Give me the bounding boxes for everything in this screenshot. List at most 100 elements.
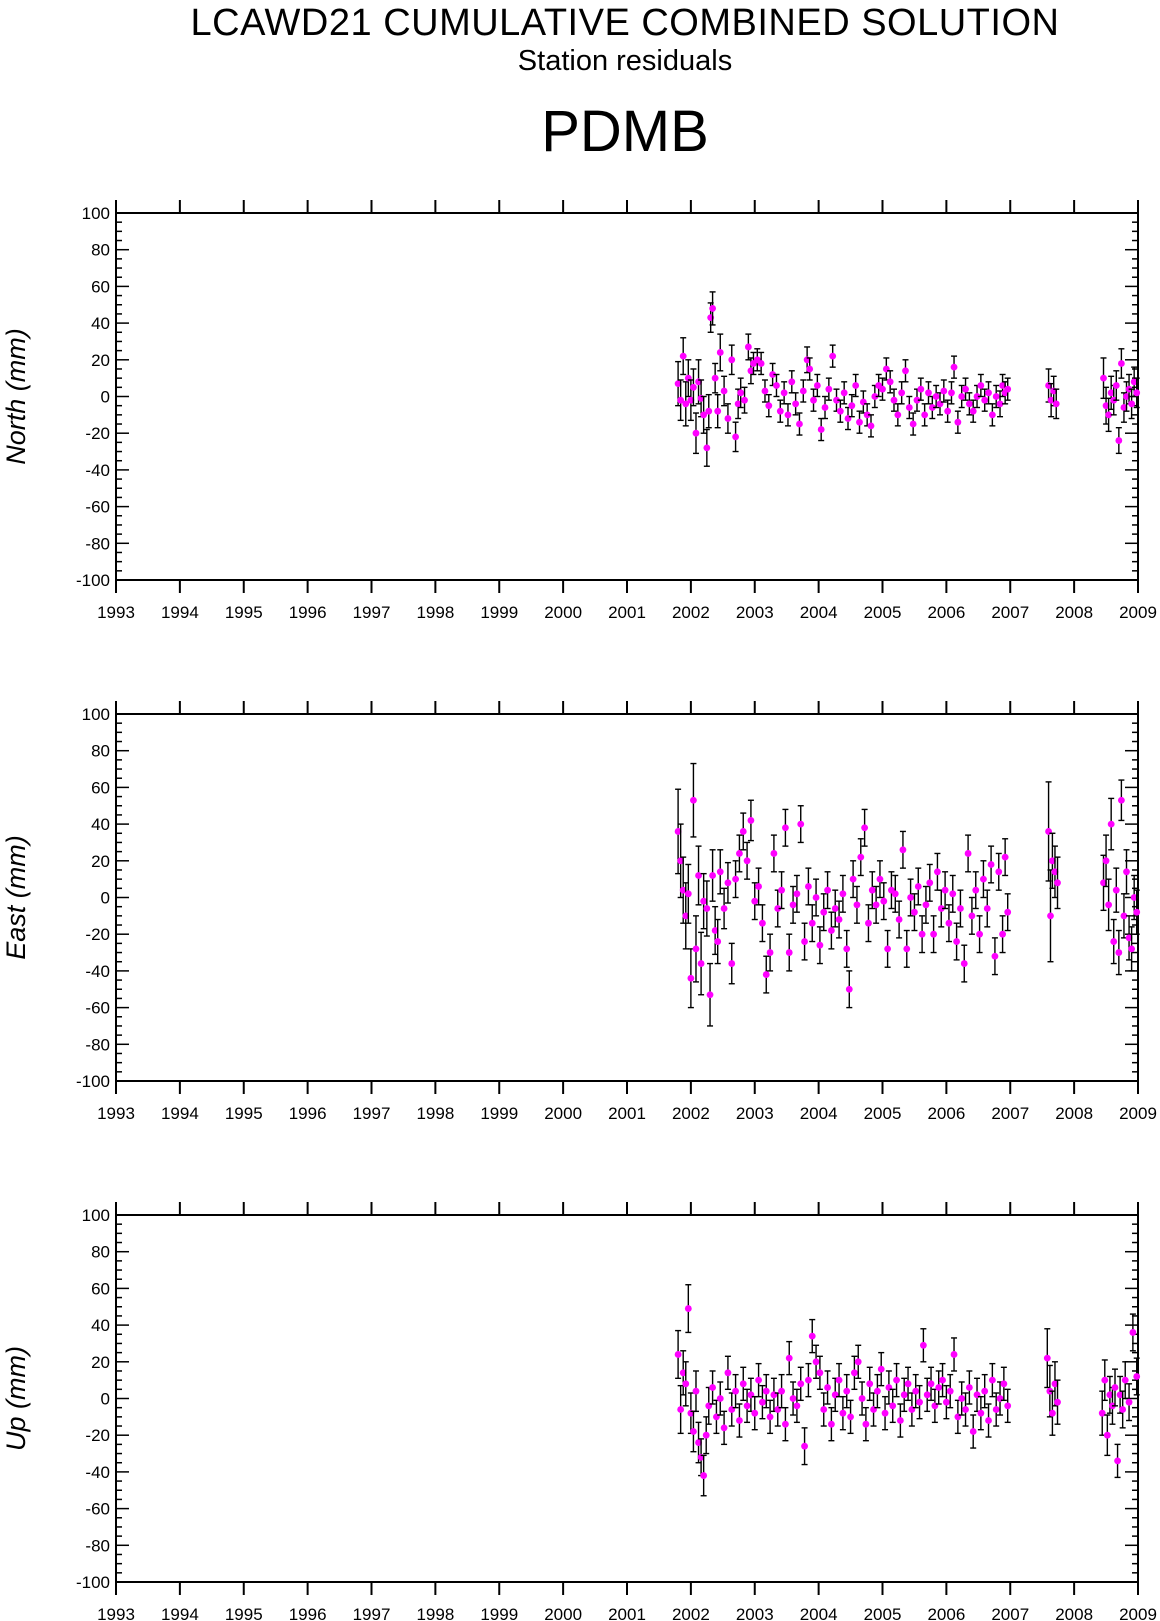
east-marker [1001, 853, 1009, 861]
up-xtick-label: 2001 [608, 1605, 646, 1621]
east-marker [684, 890, 692, 898]
north-marker [825, 385, 833, 393]
east-marker [857, 853, 865, 861]
up-xtick-label: 2005 [864, 1605, 902, 1621]
up-data-point [939, 1362, 946, 1398]
east-marker [709, 872, 716, 879]
east-ytick-label: 60 [91, 778, 110, 797]
north-data-point [996, 390, 1004, 418]
east-data-point [1128, 926, 1136, 972]
up-xtick-label: 2000 [544, 1605, 582, 1621]
east-marker [953, 938, 960, 945]
up-data-point [785, 1340, 793, 1376]
east-marker [759, 919, 766, 927]
east-marker [739, 828, 747, 835]
up-data-point [732, 1373, 739, 1409]
up-data-point [996, 1381, 1004, 1416]
north-data-point [705, 393, 713, 429]
up-data-point [973, 1377, 981, 1413]
up-marker [881, 1409, 889, 1417]
up-marker [839, 1409, 847, 1417]
north-data-point [700, 395, 708, 434]
east-data-point [703, 880, 711, 937]
up-ytick-label: 80 [91, 1243, 110, 1262]
north-marker [776, 407, 784, 415]
east-xtick-label: 1999 [480, 1104, 518, 1123]
east-marker [1112, 886, 1120, 894]
up-data-point [1133, 1357, 1141, 1396]
north-marker [836, 407, 844, 415]
up-marker [724, 1369, 732, 1377]
east-data-point [872, 885, 880, 924]
up-data-point [962, 1392, 969, 1427]
north-data-point [776, 399, 784, 423]
up-marker [962, 1406, 969, 1413]
up-data-point [985, 1403, 992, 1438]
up-data-point [954, 1399, 962, 1435]
north-marker [714, 407, 722, 415]
north-marker [833, 396, 840, 404]
up-marker [862, 1420, 870, 1428]
east-xtick-label: 1993 [97, 1104, 135, 1123]
north-marker [734, 400, 742, 408]
up-data-point [923, 1377, 931, 1413]
up-marker [969, 1428, 977, 1435]
up-ytick-label: 100 [82, 1206, 110, 1225]
north-xtick-label: 1997 [353, 603, 391, 622]
east-marker [824, 886, 831, 894]
up-data-point [862, 1406, 870, 1442]
north-marker [890, 396, 898, 404]
north-marker [700, 411, 708, 419]
east-data-point [868, 871, 876, 910]
east-ytick-label: 20 [91, 852, 110, 871]
east-data-point [766, 933, 774, 972]
north-marker [1107, 389, 1115, 397]
up-data-point [916, 1384, 923, 1420]
north-marker [799, 387, 807, 395]
up-marker [977, 1409, 985, 1417]
east-data-point [677, 823, 685, 899]
east-marker [884, 945, 892, 953]
up-ytick-label: 20 [91, 1353, 110, 1372]
east-data-point [690, 762, 697, 838]
east-marker [983, 905, 991, 912]
east-data-point [999, 915, 1006, 954]
east-marker [949, 890, 957, 898]
north-data-point [1115, 426, 1123, 455]
up-data-point [751, 1395, 759, 1431]
north-data-point [898, 381, 906, 405]
north-data-point [844, 406, 852, 431]
north-marker [932, 393, 940, 400]
up-data-point [700, 1454, 708, 1497]
up-marker [946, 1387, 954, 1395]
north-marker [1047, 396, 1055, 404]
north-marker [703, 444, 711, 452]
up-marker [873, 1387, 881, 1395]
north-ylabel: North (mm) [1, 328, 31, 465]
up-marker [1103, 1431, 1111, 1439]
east-data-point [1125, 915, 1133, 961]
up-ytick-label: -100 [76, 1573, 110, 1592]
east-xtick-label: 1994 [161, 1104, 199, 1123]
east-marker [793, 890, 801, 898]
east-data-point [1110, 918, 1118, 965]
east-marker [849, 875, 857, 883]
north-marker [981, 396, 989, 404]
up-data-point [816, 1355, 824, 1391]
up-data-point [931, 1388, 939, 1424]
east-marker [1125, 934, 1133, 942]
north-marker [848, 402, 856, 410]
east-ytick-label: -60 [85, 999, 110, 1018]
east-data-point [684, 863, 692, 924]
east-marker [720, 905, 728, 912]
east-data-point [934, 852, 941, 891]
up-data-point [820, 1392, 828, 1427]
east-marker [911, 908, 918, 916]
up-marker [923, 1391, 931, 1399]
up-marker [912, 1387, 920, 1395]
north-marker [999, 382, 1006, 389]
up-data-point [843, 1373, 851, 1409]
up-data-point [1116, 1375, 1124, 1414]
east-data-point [972, 871, 980, 910]
east-marker [995, 868, 1003, 876]
